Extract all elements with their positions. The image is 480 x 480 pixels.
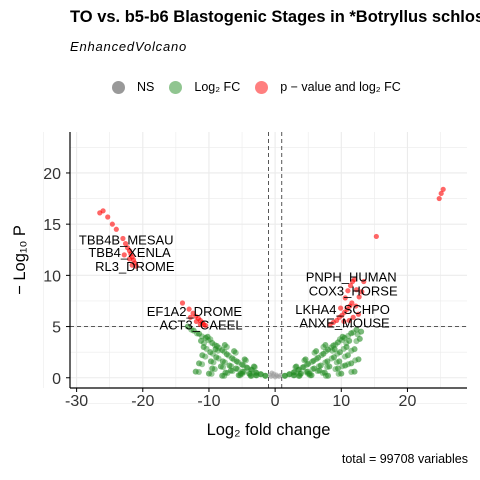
point-ns: [270, 370, 274, 374]
point-log2fc: [341, 346, 347, 352]
point-pvalue-fc: [437, 196, 442, 201]
point-log2fc: [339, 363, 345, 369]
point-label: ACT3_CAEEL: [159, 318, 242, 333]
x-tick-label: -20: [131, 393, 154, 410]
point-log2fc: [320, 344, 326, 350]
point-log2fc: [254, 372, 260, 378]
point-ns: [274, 372, 278, 376]
point-log2fc: [313, 356, 319, 362]
point-log2fc: [207, 336, 213, 342]
point-log2fc: [311, 350, 317, 356]
point-label: ANXE_MOUSE: [299, 315, 390, 330]
point-log2fc: [220, 364, 226, 370]
point-log2fc: [353, 338, 359, 344]
point-log2fc: [334, 351, 340, 357]
point-log2fc: [199, 361, 205, 367]
point-log2fc: [291, 372, 297, 378]
point-log2fc: [345, 333, 351, 339]
y-tick-label: 10: [43, 268, 61, 285]
point-label: RL3_DROME: [95, 259, 175, 274]
x-axis-title: Log₂ fold change: [207, 421, 331, 439]
point-log2fc: [329, 356, 335, 362]
point-log2fc: [249, 373, 255, 379]
point-label: COX3_HORSE: [309, 284, 398, 299]
x-tick-label: -10: [197, 393, 220, 410]
point-log2fc: [221, 373, 227, 379]
point-log2fc: [334, 359, 340, 365]
point-log2fc: [252, 364, 258, 370]
point-log2fc: [226, 353, 232, 359]
point-pvalue-fc: [100, 208, 105, 213]
point-pvalue-fc: [441, 187, 446, 192]
point-log2fc: [233, 350, 239, 356]
point-log2fc: [201, 340, 207, 346]
point-log2fc: [324, 364, 330, 370]
point-log2fc: [243, 357, 249, 363]
point-log2fc: [196, 369, 202, 375]
point-log2fc: [336, 371, 342, 377]
y-axis-title: − Log₁₀ P: [11, 225, 29, 295]
y-tick-label: 0: [52, 371, 61, 388]
point-log2fc: [237, 372, 243, 378]
point-log2fc: [224, 344, 230, 350]
axes: -30 -20 -10 0 10 20 0 5 10 15 20 Log₂ fold change − …: [11, 132, 467, 439]
point-pvalue-fc: [374, 234, 379, 239]
point-log2fc: [216, 356, 222, 362]
point-log2fc: [235, 359, 241, 365]
point-log2fc: [332, 342, 338, 348]
x-tick-label: -30: [65, 393, 88, 410]
point-log2fc: [210, 351, 216, 357]
point-log2fc: [215, 348, 221, 354]
x-tick-label: 20: [399, 393, 417, 410]
point-log2fc: [337, 336, 343, 342]
y-tick-label: 20: [43, 166, 61, 183]
point-log2fc: [348, 369, 354, 375]
point-pvalue-fc: [110, 222, 115, 227]
point-log2fc: [204, 346, 210, 352]
point-log2fc: [263, 373, 269, 379]
point-log2fc: [352, 357, 358, 363]
x-tick-label: 10: [332, 393, 350, 410]
y-tick-label: 15: [43, 217, 61, 234]
point-log2fc: [323, 373, 329, 379]
point-log2fc: [211, 359, 217, 365]
point-log2fc: [343, 340, 349, 346]
point-log2fc: [296, 373, 302, 379]
y-tick-label: 5: [52, 320, 61, 337]
point-log2fc: [209, 371, 215, 377]
point-label: TBB4_XENLA: [88, 245, 171, 260]
point-log2fc: [355, 331, 361, 337]
point-log2fc: [348, 348, 354, 354]
point-log2fc: [329, 348, 335, 354]
x-tick-label: 0: [271, 393, 280, 410]
point-log2fc: [202, 354, 208, 360]
point-log2fc: [292, 364, 298, 370]
chart-caption: total = 99708 variables: [342, 452, 468, 466]
point-log2fc: [307, 372, 313, 378]
point-pvalue-fc: [105, 214, 110, 219]
point-pvalue-fc: [114, 227, 119, 232]
point-log2fc: [345, 361, 351, 367]
point-log2fc: [342, 354, 348, 360]
point-log2fc: [199, 333, 205, 339]
point-label: PNPH_HUMAN: [306, 269, 397, 284]
point-log2fc: [301, 357, 307, 363]
